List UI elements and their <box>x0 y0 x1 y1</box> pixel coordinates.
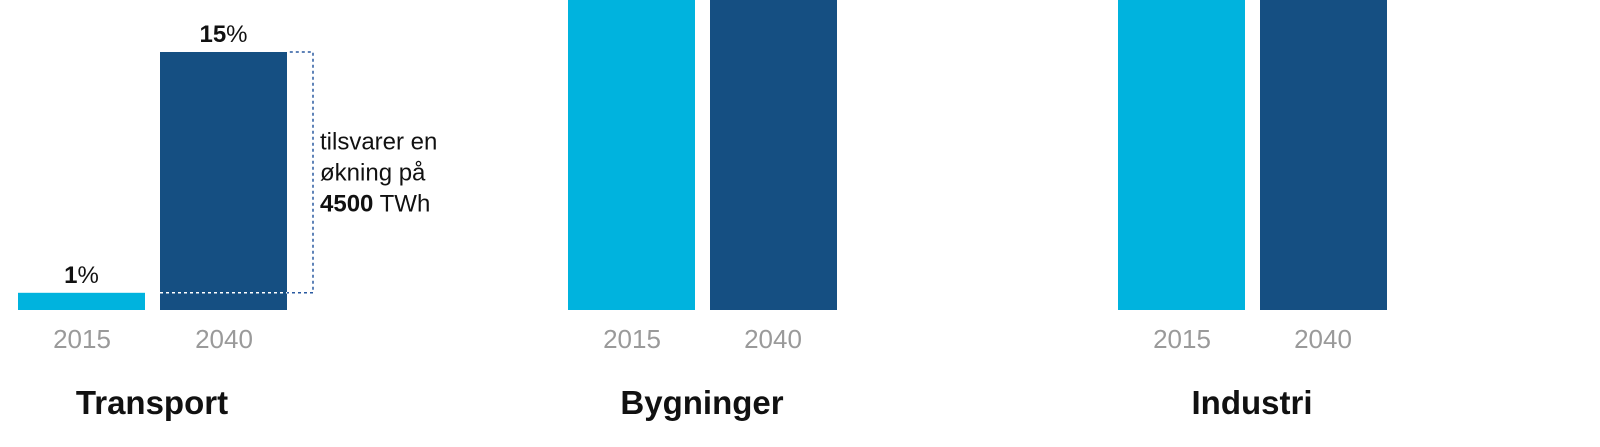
tick-label-bygninger-2015: 2015 <box>603 324 661 354</box>
chart-title-bygninger: Bygninger <box>620 384 783 421</box>
tick-label-industri-2040: 2040 <box>1294 324 1352 354</box>
bar-industri-2015 <box>1118 0 1245 311</box>
tick-label-industri-2015: 2015 <box>1153 324 1211 354</box>
value-label-transport-2040: 15% <box>199 21 247 48</box>
chart-group-transport: 1% 2015 15% 2040 tilsvarer en økning på 4500 T… <box>18 21 437 421</box>
value-label-transport-2015: 1% <box>64 262 99 289</box>
bar-bygninger-2015 <box>568 0 695 311</box>
bar-transport-2040 <box>160 52 287 310</box>
tick-label-bygninger-2040: 2040 <box>744 324 802 354</box>
chart-title-transport: Transport <box>76 384 228 421</box>
annotation-line1-transport: tilsvarer en <box>320 128 437 155</box>
annotation-line2-transport: økning på <box>320 159 426 186</box>
tick-label-transport-2040: 2040 <box>195 324 253 354</box>
bar-bygninger-2040 <box>710 0 837 310</box>
tick-label-transport-2015: 2015 <box>53 324 111 354</box>
bar-industri-2040 <box>1260 0 1387 310</box>
chart-title-industri: Industri <box>1192 384 1313 421</box>
annotation-value-transport: 4500 TWh <box>320 190 430 217</box>
bar-transport-2015 <box>18 292 145 310</box>
